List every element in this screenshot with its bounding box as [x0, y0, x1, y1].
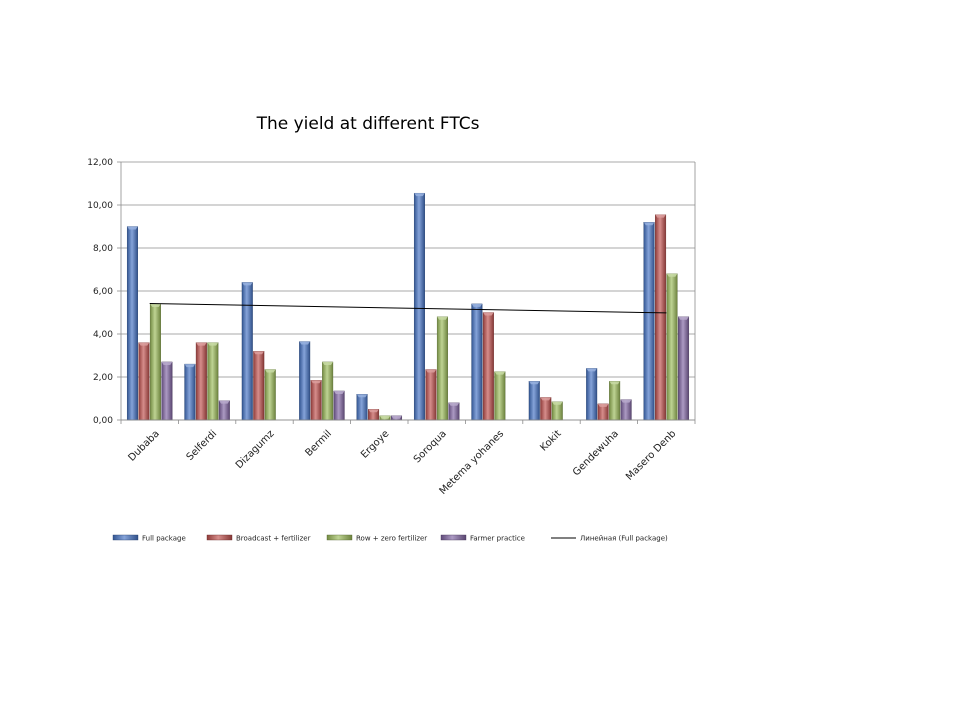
- chart-title: The yield at different FTCs: [256, 114, 480, 134]
- bar: [494, 371, 506, 421]
- bar: [528, 381, 540, 421]
- bar: [126, 226, 138, 421]
- trendline-full-package: [149, 302, 667, 314]
- bar: [448, 402, 460, 421]
- y-tick-label: 6,00: [93, 287, 113, 297]
- x-tick-label: Ergoye: [359, 428, 391, 460]
- bar: [333, 390, 345, 421]
- bar: [184, 363, 196, 421]
- bar: [161, 361, 173, 421]
- bar: [482, 312, 494, 421]
- legend-item: Full package: [112, 534, 186, 543]
- legend-item: Row + zero fertilizer: [326, 534, 427, 543]
- axes: 0,00 2,00 4,00 6,00 8,00 10,00 12,00 Dubaba Self…: [87, 158, 696, 497]
- legend: Full package Broadcast + fertilizer Row + …: [112, 534, 668, 543]
- trendline: [149, 302, 667, 314]
- bar: [678, 316, 690, 421]
- x-tick-label: Selferdi: [185, 428, 220, 463]
- bar: [597, 403, 609, 421]
- bar: [322, 361, 334, 421]
- bar: [666, 273, 678, 421]
- y-tick-label: 10,00: [87, 201, 113, 211]
- legend-label: Farmer practice: [470, 535, 525, 543]
- y-tick-label: 2,00: [93, 373, 113, 383]
- bar: [425, 369, 437, 421]
- bars: [126, 192, 690, 421]
- legend-swatch: [112, 534, 139, 541]
- x-tick-label: Soroqua: [412, 428, 449, 465]
- legend-label: Broadcast + fertilizer: [236, 535, 311, 543]
- y-tick-label: 0,00: [93, 416, 113, 426]
- x-tick-label: Metema yohanes: [438, 428, 507, 497]
- bar: [299, 341, 311, 421]
- legend-swatch: [206, 534, 233, 541]
- x-tick-label: Kokit: [538, 428, 563, 453]
- legend-label: Линейная (Full package): [580, 535, 668, 543]
- bar: [655, 214, 667, 421]
- bar: [586, 368, 598, 421]
- bar: [551, 401, 563, 421]
- bar: [241, 282, 253, 421]
- legend-label: Full package: [142, 535, 186, 543]
- bar: [471, 303, 483, 421]
- bar: [368, 409, 380, 421]
- bar: [207, 342, 219, 421]
- bar: [356, 394, 368, 421]
- x-tick-label: Dubaba: [126, 428, 161, 463]
- x-tick-label: Dizagumz: [234, 428, 277, 471]
- x-tick-label: Masero Denb: [624, 428, 678, 482]
- bar: [609, 381, 621, 421]
- bar: [391, 415, 403, 421]
- legend-label: Row + zero fertilizer: [356, 535, 427, 543]
- bar: [264, 369, 276, 421]
- bar: [310, 380, 322, 421]
- legend-item: Линейная (Full package): [551, 535, 668, 543]
- legend-item: Broadcast + fertilizer: [206, 534, 311, 543]
- bar: [540, 397, 552, 421]
- bar: [138, 342, 150, 421]
- y-tick-label: 8,00: [93, 244, 113, 254]
- gridlines: [121, 161, 695, 421]
- legend-item: Farmer practice: [440, 534, 525, 543]
- x-tick-label: Gendewuha: [571, 428, 621, 478]
- y-tick-label: 12,00: [87, 158, 113, 168]
- x-tick-label: Bermil: [303, 428, 334, 459]
- legend-swatch: [326, 534, 353, 541]
- bar: [149, 303, 161, 421]
- bar: [620, 399, 632, 421]
- bar: [413, 192, 425, 421]
- bar: [253, 351, 265, 421]
- y-tick-label: 4,00: [93, 330, 113, 340]
- bar: [218, 400, 230, 421]
- bar: [195, 342, 207, 421]
- legend-swatch: [440, 534, 467, 541]
- bar: [379, 415, 391, 421]
- bar: [643, 221, 655, 421]
- bar: [436, 316, 448, 421]
